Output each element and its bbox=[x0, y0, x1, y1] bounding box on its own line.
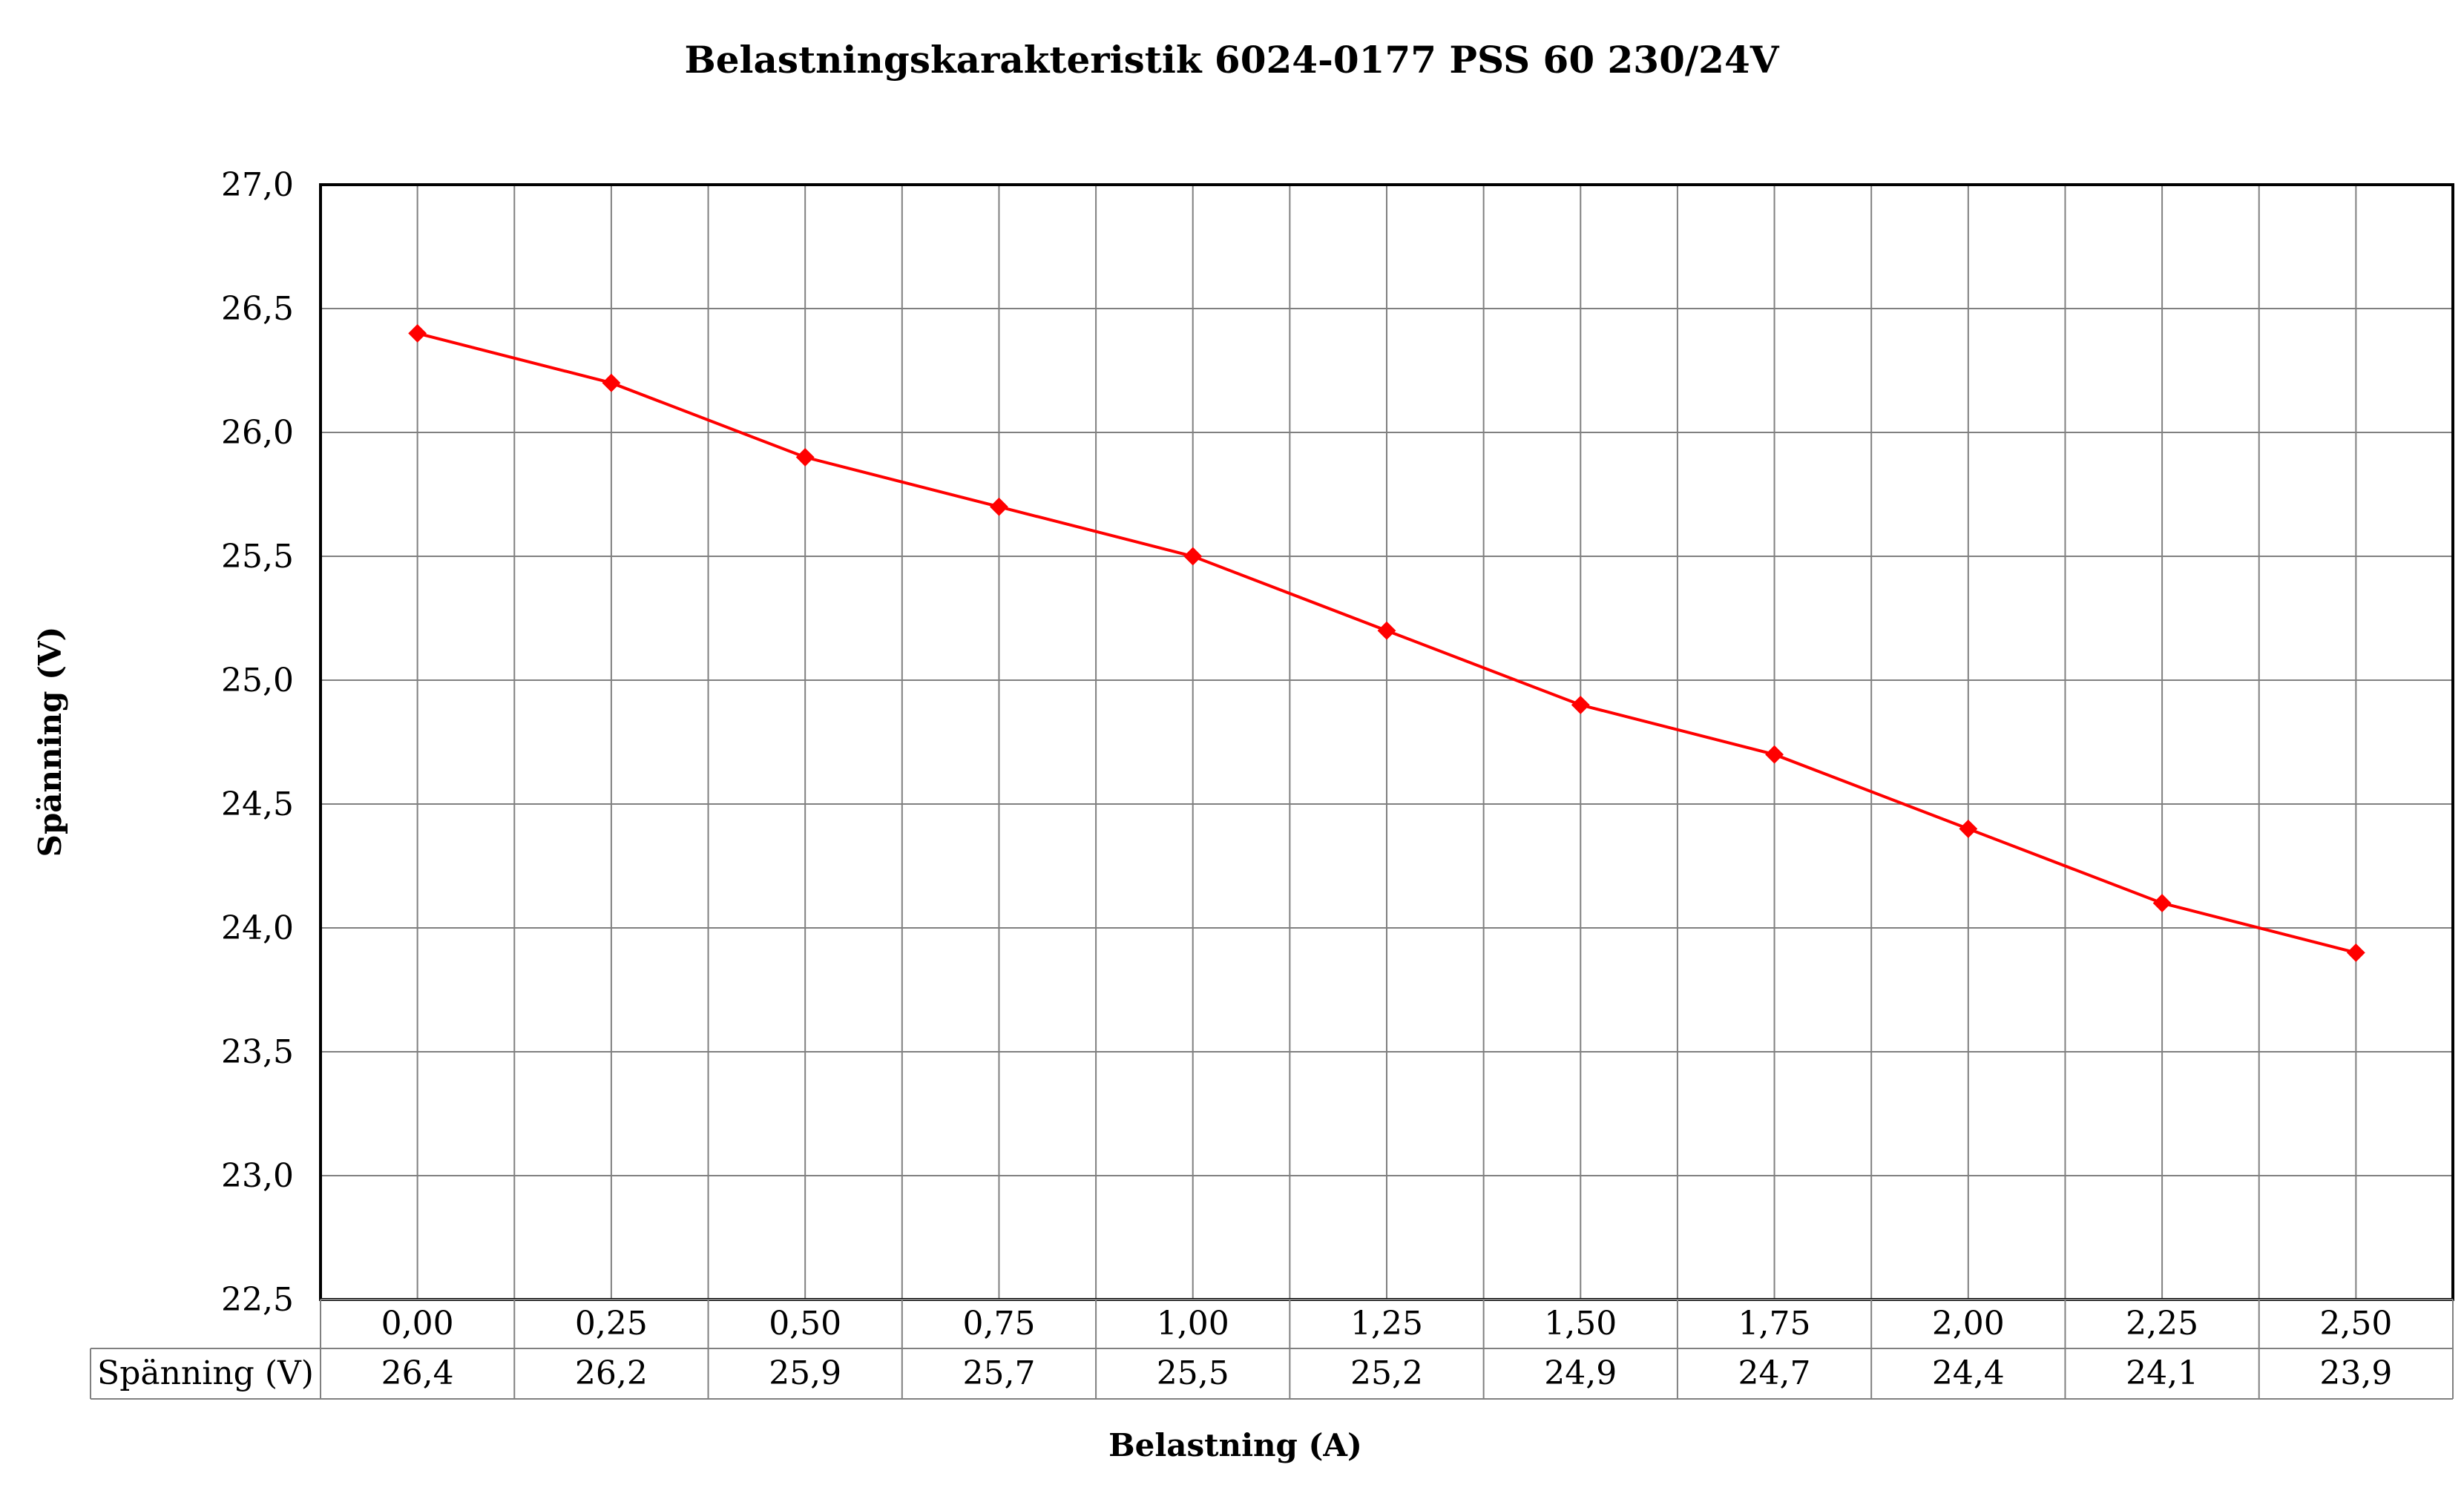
chart-title: Belastningskarakteristik 6024-0177 PSS 6… bbox=[684, 38, 1779, 82]
table-value-cell: 24,9 bbox=[1544, 1354, 1617, 1392]
data-point-marker bbox=[2152, 894, 2172, 913]
x-tick-label: 0,75 bbox=[962, 1305, 1035, 1343]
x-axis-title: Belastning (A) bbox=[1108, 1427, 1362, 1463]
x-tick-label: 1,50 bbox=[1544, 1305, 1617, 1343]
data-point-marker bbox=[408, 323, 427, 343]
data-point-marker bbox=[795, 447, 815, 467]
plot-area bbox=[319, 183, 2454, 1301]
x-tick-label: 0,50 bbox=[769, 1305, 841, 1343]
x-tick-label: 0,25 bbox=[575, 1305, 648, 1343]
data-point-marker bbox=[1959, 819, 1978, 838]
table-value-cell: 26,2 bbox=[575, 1354, 648, 1392]
x-tick-label: 2,50 bbox=[2319, 1305, 2392, 1343]
x-tick-label: 1,25 bbox=[1350, 1305, 1423, 1343]
table-value-cell: 25,9 bbox=[769, 1354, 841, 1392]
table-value-cell: 25,7 bbox=[962, 1354, 1035, 1392]
y-axis-title: Spänning (V) bbox=[32, 627, 68, 857]
table-value-cell: 25,2 bbox=[1350, 1354, 1423, 1392]
data-point-marker bbox=[1765, 745, 1784, 764]
x-tick-label: 1,75 bbox=[1738, 1305, 1811, 1343]
x-tick-label: 0,00 bbox=[381, 1305, 454, 1343]
y-tick-label: 23,0 bbox=[221, 1157, 294, 1195]
data-point-marker bbox=[990, 497, 1008, 516]
table-value-cell: 24,1 bbox=[2126, 1354, 2198, 1392]
data-point-marker bbox=[1571, 695, 1590, 714]
table-row-header: Spänning (V) bbox=[97, 1354, 314, 1392]
y-tick-label: 24,0 bbox=[221, 909, 294, 947]
table-value-cell: 23,9 bbox=[2319, 1354, 2392, 1392]
data-point-marker bbox=[2346, 943, 2365, 962]
x-tick-label: 2,25 bbox=[2126, 1305, 2198, 1343]
y-tick-label: 22,5 bbox=[221, 1281, 294, 1319]
data-table: 0,00 0,25 0,50 0,75 1,00 1,25 1,50 1,75 2,00 2,25… bbox=[90, 1299, 2454, 1400]
table-value-cell: 25,5 bbox=[1157, 1354, 1229, 1392]
data-point-marker bbox=[602, 373, 621, 392]
table-value-cell: 26,4 bbox=[381, 1354, 454, 1392]
y-tick-label: 23,5 bbox=[221, 1033, 294, 1071]
y-tick-label: 25,0 bbox=[221, 662, 294, 699]
y-tick-label: 26,0 bbox=[221, 414, 294, 452]
y-tick-labels: 22,5 23,0 23,5 24,0 24,5 25,0 25,5 26,0 26,5 27,0 bbox=[221, 166, 294, 1319]
y-tick-label: 26,5 bbox=[221, 290, 294, 328]
series-markers bbox=[408, 323, 2365, 962]
y-tick-label: 27,0 bbox=[221, 166, 294, 204]
data-point-marker bbox=[1377, 621, 1396, 640]
y-tick-label: 25,5 bbox=[221, 538, 294, 576]
y-tick-label: 24,5 bbox=[221, 785, 294, 823]
table-value-cell: 24,7 bbox=[1738, 1354, 1811, 1392]
data-point-marker bbox=[1183, 547, 1203, 566]
x-tick-label: 1,00 bbox=[1157, 1305, 1229, 1343]
x-tick-label: 2,00 bbox=[1932, 1305, 2005, 1343]
table-value-cell: 24,4 bbox=[1932, 1354, 2005, 1392]
